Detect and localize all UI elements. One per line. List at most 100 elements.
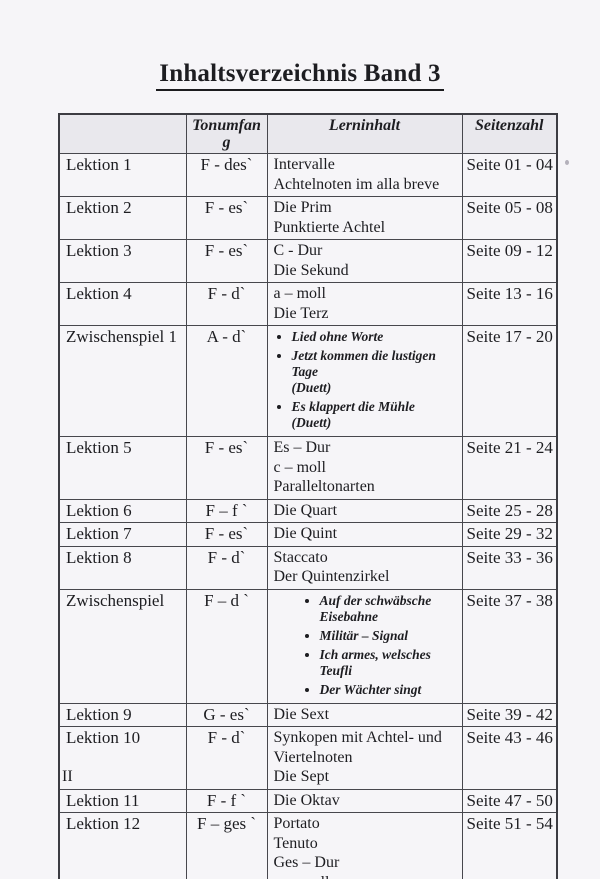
content-line: Ges – Dur — [273, 854, 340, 871]
page-range: Seite 39 - 42 — [461, 702, 558, 727]
content-line: Synkopen mit Achtel- und — [273, 729, 442, 746]
tone-range: F – d ` — [185, 588, 268, 704]
page-range: Seite 43 - 46 — [461, 726, 558, 790]
content-line: Paralleltonarten — [273, 478, 375, 495]
lesson-content: Lied ohne Worte Jetzt kommen die lustige… — [266, 325, 463, 437]
lesson-content: Synkopen mit Achtel- und Viertelnoten Di… — [266, 726, 463, 790]
content-line: a – moll — [273, 285, 326, 302]
lesson-label: Lektion 11 — [58, 788, 187, 813]
page-range: Seite 37 - 38 — [461, 588, 558, 704]
bullet-item: Jetzt kommen die lustigen Tage (Duett) — [292, 348, 458, 396]
page-range: Seite 51 - 54 — [461, 812, 558, 879]
lesson-content: Auf der schwäbsche Eisebahne Militär – S… — [266, 588, 463, 704]
content-line: Punktierte Achtel — [273, 218, 386, 236]
content-line: Die Sekund — [273, 261, 349, 279]
content-line: Es – Dur — [273, 439, 331, 456]
lesson-label: Lektion 5 — [58, 436, 187, 500]
lesson-label: Lektion 4 — [58, 282, 187, 326]
page-number: II — [62, 768, 73, 785]
content-line: C - Dur — [273, 242, 323, 259]
table-row: Lektion 5 F - es` Es – Dur c – moll Para… — [58, 436, 558, 500]
content-line: c – moll — [273, 458, 326, 476]
content-line: Portato — [273, 815, 320, 832]
lesson-label: Lektion 9 — [58, 702, 187, 727]
contents-table: Tonumfang Lerninhalt Seitenzahl Lektion … — [58, 113, 558, 879]
content-line: Die Quint — [273, 525, 338, 542]
page-title: Inhaltsverzeichnis Band 3 — [156, 60, 444, 91]
tone-range: F – ges ` — [185, 812, 268, 879]
tone-range: F - d` — [185, 282, 268, 326]
lesson-label: Lektion 12 — [58, 812, 187, 879]
lesson-label: Lektion 6 — [58, 498, 187, 523]
header-row: Tonumfang Lerninhalt Seitenzahl — [58, 113, 558, 154]
table-row: Zwischenspiel F – d ` Auf der schwäbsche… — [58, 588, 558, 704]
content-line: Die Terz — [273, 304, 329, 322]
lesson-content: Die Prim Punktierte Achtel — [266, 196, 463, 240]
lesson-content: Portato Tenuto Ges – Dur es - moll — [266, 812, 463, 879]
tone-range: F - es` — [185, 196, 268, 240]
lesson-label: Lektion 2 — [58, 196, 187, 240]
lesson-content: Die Quint — [266, 522, 463, 547]
table-row: Lektion 1 F - des` Intervalle Achtelnote… — [58, 153, 558, 197]
lesson-content: Staccato Der Quintenzirkel — [266, 545, 463, 590]
tone-range: G - es` — [185, 702, 268, 727]
content-line: Die Sept — [273, 768, 330, 785]
header-seitenzahl: Seitenzahl — [461, 113, 558, 154]
page-range: Seite 17 - 20 — [461, 325, 558, 437]
lesson-label: Lektion 3 — [58, 239, 187, 283]
lesson-label: Lektion 7 — [58, 522, 187, 547]
content-line: es - moll — [274, 873, 458, 879]
content-line: Tenuto — [273, 834, 318, 852]
page-range: Seite 33 - 36 — [461, 545, 558, 590]
header-tonumfang: Tonumfang — [185, 113, 268, 154]
page-range: Seite 01 - 04 — [461, 153, 558, 197]
lesson-content: Die Oktav — [266, 788, 463, 813]
tone-range: F - des` — [185, 153, 268, 197]
lesson-content: Die Sext — [266, 702, 463, 727]
content-line: Der Quintenzirkel — [273, 568, 390, 585]
tone-range: F - d` — [185, 545, 268, 590]
scan-artifact — [565, 160, 569, 165]
bullet-item: Ich armes, welsches Teufli — [320, 647, 458, 679]
header-lesson — [58, 113, 187, 154]
tone-range: F - es` — [185, 239, 268, 283]
lesson-label: Zwischenspiel 1 — [58, 325, 187, 437]
page-range: Seite 25 - 28 — [461, 498, 558, 523]
lesson-label: Zwischenspiel — [58, 588, 187, 704]
table-row: Lektion 12 F – ges ` Portato Tenuto Ges … — [58, 812, 558, 879]
bullet-list: Auf der schwäbsche Eisebahne Militär – S… — [274, 593, 458, 698]
content-line: Die Quart — [273, 501, 338, 519]
title-row: Inhaltsverzeichnis Band 3 — [0, 60, 600, 91]
content-line: Die Sext — [273, 705, 330, 723]
tone-range: F - es` — [185, 522, 268, 547]
table-row: Lektion 7 F - es` Die Quint Seite 29 - 3… — [58, 522, 558, 547]
tone-range: F - f ` — [185, 788, 268, 813]
page-range: Seite 47 - 50 — [461, 788, 558, 813]
page-range: Seite 13 - 16 — [461, 282, 558, 326]
page-range: Seite 09 - 12 — [461, 239, 558, 283]
lesson-content: Intervalle Achtelnoten im alla breve — [266, 153, 463, 197]
lesson-content: C - Dur Die Sekund — [266, 239, 463, 283]
lesson-content: a – moll Die Terz — [266, 282, 463, 326]
tone-range: F - d` — [185, 726, 268, 790]
content-line: Intervalle — [273, 156, 335, 173]
lesson-label: Lektion 10 — [58, 726, 187, 790]
table-row: Lektion 8 F - d` Staccato Der Quintenzir… — [58, 545, 558, 590]
tone-range: A - d` — [185, 325, 268, 437]
bullet-item: Lied ohne Worte — [292, 329, 458, 345]
table-row: Lektion 2 F - es` Die Prim Punktierte Ac… — [58, 196, 558, 240]
content-line: Achtelnoten im alla breve — [273, 175, 440, 193]
lesson-label: Lektion 8 — [58, 545, 187, 590]
page-range: Seite 21 - 24 — [461, 436, 558, 500]
bullet-item: Es klappert die Mühle (Duett) — [292, 399, 458, 431]
bullet-item: Auf der schwäbsche Eisebahne — [320, 593, 458, 625]
lesson-content: Die Quart — [266, 498, 463, 523]
bullet-list: Lied ohne Worte Jetzt kommen die lustige… — [274, 329, 458, 431]
bullet-item: Der Wächter singt — [320, 682, 458, 698]
bullet-item: Militär – Signal — [320, 628, 458, 644]
header-lerninhalt: Lerninhalt — [266, 113, 463, 154]
content-line: Die Oktav — [273, 791, 340, 809]
table-row: Zwischenspiel 1 A - d` Lied ohne Worte J… — [58, 325, 558, 437]
table-row: Lektion 11 F - f ` Die Oktav Seite 47 - … — [58, 788, 558, 813]
content-line: Viertelnoten — [273, 748, 353, 766]
